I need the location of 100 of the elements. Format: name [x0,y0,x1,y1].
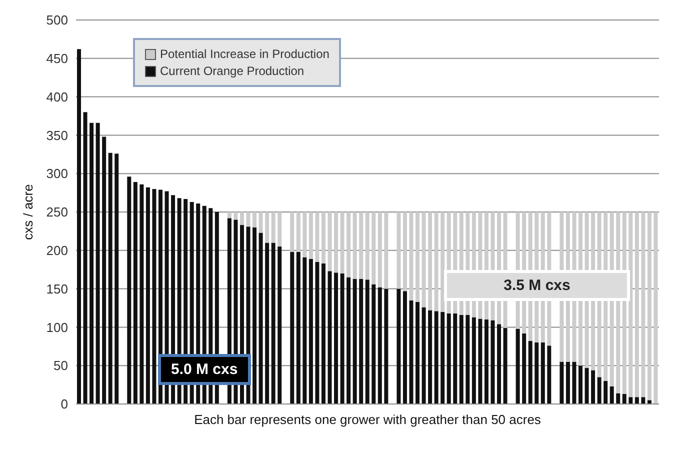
callout-box: 3.5 M cxs [444,270,630,301]
bar [610,386,614,404]
bar [290,212,294,252]
bar [83,112,88,404]
bar [422,307,426,404]
bar [416,212,420,302]
bar [359,212,364,279]
bar [396,288,401,404]
y-tick-label: 200 [46,243,68,258]
bar [440,312,445,404]
bar [641,397,646,404]
x-axis-title: Each bar represents one grower with greather than 50 acres [194,412,542,427]
bar [108,152,112,404]
bar [296,212,300,252]
bar [446,313,451,404]
bar [402,291,407,404]
y-tick-label: 400 [46,89,68,104]
bar [428,310,432,404]
bar [572,362,576,404]
bar [647,400,652,404]
bar [616,393,620,404]
y-tick-label: 250 [46,204,68,220]
bar [140,184,144,404]
bar [340,273,344,404]
bar [591,370,596,404]
bar [296,252,300,404]
bar [396,212,401,289]
bar [114,154,119,404]
bar [634,397,639,404]
bar [641,212,646,398]
bar [453,313,458,404]
bar [516,328,520,404]
bar [77,49,81,404]
bar [352,212,357,279]
bar [416,302,420,404]
bar [422,212,426,308]
bar [472,317,476,404]
bar [654,212,658,404]
bar [497,324,502,404]
bar [308,258,313,404]
bar [484,320,488,404]
y-tick-label: 350 [46,128,68,143]
y-tick-label: 100 [46,320,68,335]
bar [152,188,156,404]
bar [278,246,282,404]
bar [409,300,414,404]
bar [597,377,602,404]
bar [227,212,232,218]
bar [90,122,94,404]
bar [346,212,351,278]
bar [634,212,639,398]
bar [246,212,250,227]
bar [628,397,633,404]
bar [258,232,263,404]
bar [346,277,351,404]
bar [459,314,464,404]
bar [234,212,238,220]
bar [566,362,570,404]
bar [315,212,320,262]
bar [434,311,438,404]
bar [384,212,388,289]
bar [466,314,470,404]
bar [578,366,583,404]
bar [290,252,294,404]
bar [503,328,508,404]
bar [315,262,320,404]
bar [478,318,482,404]
bar [302,257,307,404]
bar [409,212,414,300]
bar [265,242,270,404]
bar [440,212,445,312]
bar [365,212,370,280]
y-axis-title: cxs / acre [20,184,36,240]
bar [127,176,132,404]
y-tick-label: 300 [46,166,68,182]
bar [372,212,376,284]
bar [102,136,106,404]
bar [622,394,626,404]
bar [308,212,313,259]
y-tick-label: 150 [46,281,68,296]
bar [547,346,552,404]
bar [328,271,332,404]
bar [402,212,407,292]
bar [384,288,388,404]
bar [372,284,376,404]
y-tick-label: 450 [46,51,68,66]
bar [378,212,382,288]
bar [334,272,338,404]
bar [146,187,150,404]
bar [560,362,564,404]
bar [490,320,495,404]
bar [133,182,138,404]
bar [321,263,326,404]
legend-label: Potential Increase in Production [160,47,330,61]
legend-label: Current Orange Production [160,64,304,78]
bar [359,278,364,404]
bar [240,212,244,226]
bar [352,278,357,404]
bar [534,342,539,404]
bar [528,341,532,404]
